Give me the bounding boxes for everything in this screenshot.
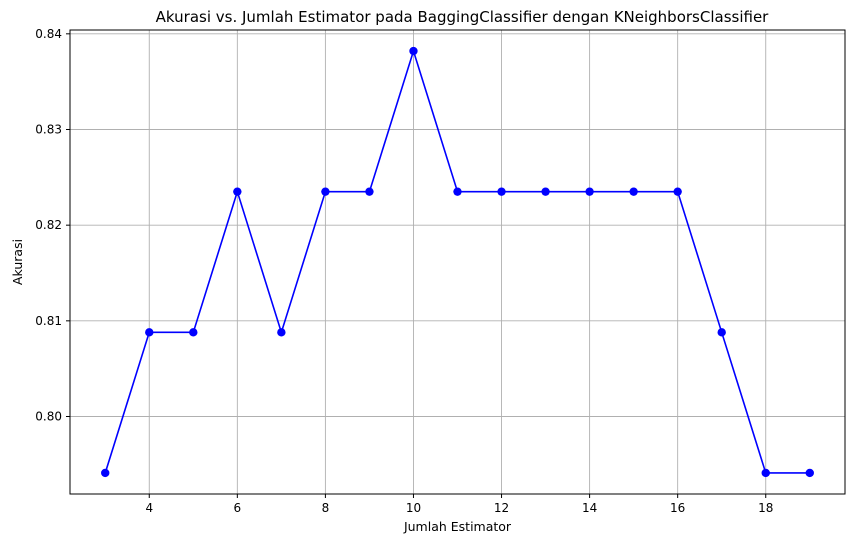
data-point (145, 328, 154, 337)
data-point (629, 187, 638, 196)
plot-area (69, 29, 846, 495)
data-point (365, 187, 374, 196)
data-point (497, 187, 506, 196)
y-tick-label: 0.81 (35, 314, 62, 328)
x-axis: 4 6 8 10 12 14 16 18 (145, 494, 773, 515)
data-point (761, 468, 770, 478)
y-tick-label: 0.84 (35, 27, 62, 41)
data-point (233, 187, 242, 196)
data-point (409, 46, 418, 56)
y-axis-label: Akurasi (10, 239, 25, 285)
y-axis: 0.80 0.81 0.82 0.83 0.84 (35, 27, 70, 424)
x-tick-label: 12 (494, 501, 509, 515)
data-point (453, 187, 462, 196)
chart-title: Akurasi vs. Jumlah Estimator pada Baggin… (156, 8, 770, 26)
data-point (805, 468, 814, 478)
y-tick-label: 0.80 (35, 410, 62, 424)
series-group (101, 46, 814, 478)
data-point (673, 187, 682, 196)
data-point (585, 187, 594, 196)
data-point (189, 328, 198, 337)
x-tick-label: 6 (234, 501, 242, 515)
x-axis-label: Jumlah Estimator (403, 519, 512, 534)
x-tick-label: 8 (322, 501, 330, 515)
series-line (104, 48, 810, 474)
data-point (101, 468, 110, 478)
grid (70, 30, 845, 494)
x-tick-label: 14 (582, 501, 597, 515)
x-tick-label: 18 (758, 501, 773, 515)
x-tick-label: 16 (670, 501, 685, 515)
data-point (717, 328, 726, 337)
y-tick-label: 0.83 (35, 122, 62, 136)
x-tick-label: 4 (145, 501, 153, 515)
data-point (277, 328, 286, 337)
data-point (321, 187, 330, 196)
x-tick-label: 10 (406, 501, 421, 515)
data-point (541, 187, 550, 196)
y-tick-label: 0.82 (35, 218, 62, 232)
